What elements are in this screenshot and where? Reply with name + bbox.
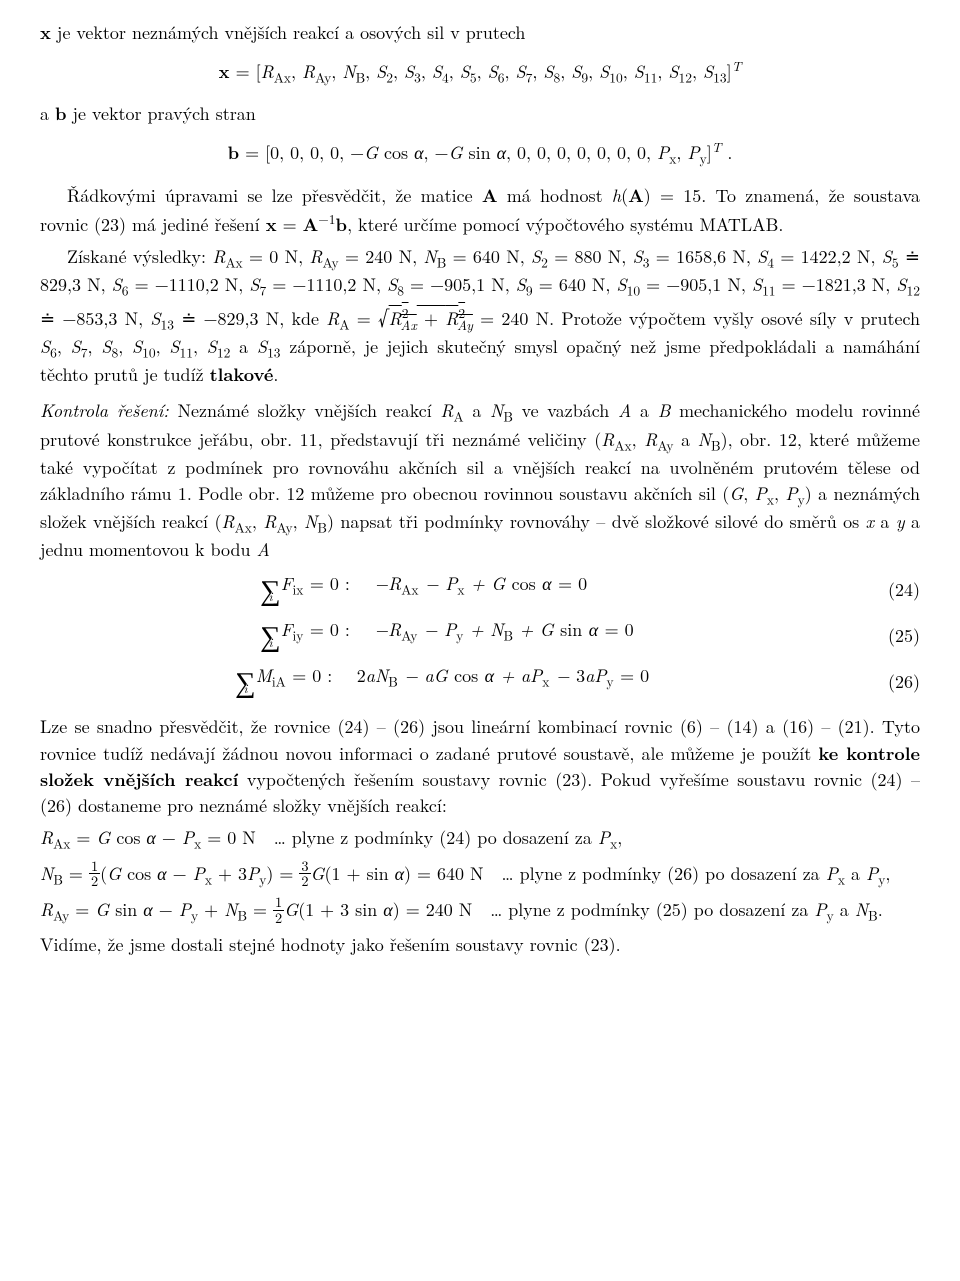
paragraph: Vidíme, že jsme dostali stejné hodnoty j… — [40, 932, 920, 958]
paragraph: NB = 12(G cos α − Px + 3Py) = 32G(1 + si… — [40, 859, 920, 889]
equation-number: (25) — [860, 623, 920, 649]
equation-26: ∑i MiA = 0 : 2aNB − aG cos α + aPx − 3aP… — [40, 661, 920, 703]
paragraph: Kontrola řešení: Neznámé složky vnějších… — [40, 398, 920, 563]
equation-b: b = [0, 0, 0, 0, −G cos α, −G sin α, 0, … — [40, 137, 920, 168]
equation-25: ∑i Fiy = 0 : −RAy − Py + NB + G sin α = … — [40, 615, 920, 657]
paragraph: Řádkovými úpravami se lze přesvědčit, že… — [40, 183, 920, 238]
paragraph: RAy = G sin α − Py + NB = 12G(1 + 3 sin … — [40, 895, 920, 925]
paragraph: Získané výsledky: RAx = 0 N, RAy = 240 N… — [40, 244, 920, 389]
paragraph: Lze se snadno přesvědčit, že rovnice (24… — [40, 714, 920, 818]
paragraph: x je vektor neznámých vnějších reakcí a … — [40, 20, 920, 46]
equation-24: ∑i Fix = 0 : −RAx − Px + G cos α = 0 (24… — [40, 569, 920, 611]
paragraph: RAx = G cos α − Px = 0 N … plyne z podmí… — [40, 825, 920, 853]
equation-number: (24) — [860, 577, 920, 603]
equation-number: (26) — [860, 669, 920, 695]
paragraph: a b je vektor pravých stran — [40, 101, 920, 127]
equation-x: x = [RAx, RAy, NB, S2, S3, S4, S5, S6, S… — [40, 56, 920, 87]
